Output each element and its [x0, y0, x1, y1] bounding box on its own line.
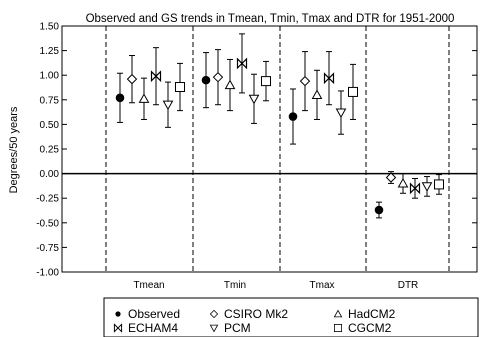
- legend-marker: [113, 323, 123, 333]
- data-point: [115, 93, 125, 103]
- legend-item: HadCM2: [333, 307, 396, 321]
- category-label: Tmax: [310, 280, 335, 291]
- data-point: [374, 205, 384, 215]
- series-observed: [115, 52, 384, 219]
- series-csiro-mk2: [126, 49, 397, 184]
- data-point: [409, 182, 421, 195]
- data-point: [288, 112, 298, 121]
- y-tick-label: 0.00: [40, 169, 60, 180]
- data-point: [335, 108, 347, 119]
- data-point: [162, 100, 174, 111]
- legend-label: HadCM2: [348, 307, 396, 321]
- data-point: [150, 70, 162, 83]
- legend-marker: [334, 324, 343, 333]
- legend-item: CSIRO Mk2: [209, 307, 288, 321]
- series-pcm: [162, 73, 433, 197]
- data-point: [175, 82, 185, 93]
- y-tick-label: 1.50: [40, 22, 60, 33]
- y-tick-label: -0.50: [36, 218, 59, 229]
- legend-label: CSIRO Mk2: [224, 307, 288, 321]
- category-label: Tmin: [224, 280, 246, 291]
- data-point: [311, 89, 323, 99]
- y-tick-label: -1.00: [36, 268, 59, 279]
- y-tick-label: 1.00: [40, 71, 60, 82]
- y-tick-label: 1.25: [40, 46, 60, 57]
- legend-item: ECHAM4: [113, 321, 178, 335]
- y-axis-label: Degrees/50 years: [8, 106, 20, 193]
- category-label: Tmean: [133, 280, 164, 291]
- y-tick-label: 0.50: [40, 120, 60, 131]
- legend-label: Observed: [128, 307, 180, 321]
- y-tick-label: -0.25: [36, 194, 59, 205]
- legend-item: CGCM2: [334, 321, 392, 335]
- data-point: [261, 76, 271, 87]
- plot-frame: [61, 25, 478, 273]
- y-tick-label: 0.25: [40, 145, 60, 156]
- legend-marker: [209, 324, 219, 333]
- data-point: [138, 93, 150, 103]
- legend-item: Observed: [115, 307, 180, 321]
- series-echam4: [150, 33, 421, 199]
- chart-title: Observed and GS trends in Tmean, Tmin, T…: [86, 13, 455, 25]
- legend-marker: [333, 309, 343, 318]
- series-hadcm2: [138, 58, 409, 194]
- data-point: [126, 73, 138, 85]
- legend-box: [103, 297, 479, 337]
- data-point: [434, 179, 444, 190]
- data-point: [421, 182, 433, 192]
- data-point: [248, 94, 260, 105]
- legend-label: CGCM2: [348, 321, 392, 335]
- data-point: [236, 57, 248, 70]
- y-tick-label: -0.75: [36, 243, 59, 254]
- data-point: [299, 75, 311, 87]
- legend-label: ECHAM4: [128, 321, 178, 335]
- data-point: [385, 172, 397, 183]
- data-point: [323, 72, 335, 85]
- legend-label: PCM: [224, 321, 251, 335]
- data-point: [397, 177, 409, 188]
- legend-marker: [209, 309, 219, 319]
- legend-marker: [115, 311, 121, 317]
- data-point: [348, 86, 358, 97]
- y-tick-label: 0.75: [40, 95, 60, 106]
- legend: Observed CSIRO Mk2 HadCM2 ECHAM4 PCM CGCM2: [103, 297, 479, 337]
- plot-area: 1.50 1.25 1.00 0.75 0.50 0.25 0.00 -0.25 -0.50 -0…: [36, 22, 478, 291]
- data-point: [201, 75, 211, 85]
- legend-item: PCM: [209, 321, 251, 335]
- data-point: [224, 79, 236, 90]
- data-point: [212, 71, 224, 83]
- series-cgcm2: [175, 60, 444, 195]
- category-label: DTR: [398, 280, 419, 291]
